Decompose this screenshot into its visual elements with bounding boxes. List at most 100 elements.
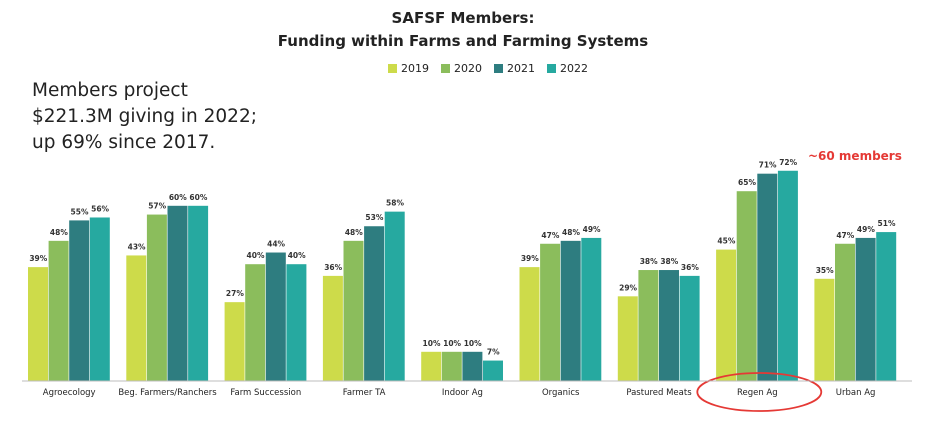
data-label: 55%: [71, 207, 89, 216]
bar-2020: [638, 270, 659, 381]
legend-item-2020: 2020: [441, 62, 482, 75]
category-label: Regen Ag: [737, 388, 778, 398]
legend-item-2021: 2021: [494, 62, 535, 75]
legend-label-2022: 2022: [560, 62, 588, 75]
legend-swatch-2022: [547, 64, 556, 73]
data-label: 7%: [487, 348, 500, 357]
bar-2019: [126, 255, 147, 381]
data-label: 60%: [189, 193, 207, 202]
data-label: 38%: [660, 257, 678, 266]
bar-2019: [716, 249, 737, 381]
legend-swatch-2020: [441, 64, 450, 73]
bar-2020: [48, 240, 69, 381]
legend-swatch-2019: [388, 64, 397, 73]
data-label: 47%: [836, 231, 854, 240]
summary-note-line: Members project: [32, 80, 188, 101]
data-label: 56%: [91, 204, 109, 213]
data-label: 10%: [423, 339, 441, 348]
data-label: 48%: [562, 228, 580, 237]
legend-swatch-2021: [494, 64, 503, 73]
data-label: 48%: [50, 228, 68, 237]
summary-note-line: $221.3M giving in 2022;: [32, 106, 257, 127]
bar-2022: [876, 232, 897, 381]
highlight-circle: [696, 372, 823, 412]
data-label: 44%: [267, 240, 285, 249]
bar-2021: [757, 173, 778, 381]
category-label: Indoor Ag: [442, 388, 483, 398]
data-label: 36%: [681, 263, 699, 272]
bar-2022: [384, 211, 405, 381]
regen-ag-annotation: ~60 members: [808, 149, 902, 163]
bar-2022: [89, 217, 110, 381]
bar-2022: [581, 237, 602, 381]
data-label: 40%: [288, 251, 306, 260]
data-label: 48%: [345, 228, 363, 237]
data-label: 72%: [779, 158, 797, 167]
category-label: Pastured Meats: [626, 388, 692, 398]
data-label: 53%: [365, 213, 383, 222]
bar-2021: [364, 226, 385, 381]
bar-2019: [28, 267, 48, 381]
legend-label-2021: 2021: [507, 62, 535, 75]
legend-label-2020: 2020: [454, 62, 482, 75]
chart-legend: 2019 2020 2021 2022: [388, 62, 588, 75]
bar-2019: [421, 351, 442, 381]
bar-2022: [286, 264, 307, 381]
bar-2021: [69, 220, 90, 381]
bar-2021: [265, 252, 286, 381]
data-label: 27%: [226, 289, 244, 298]
data-label: 45%: [717, 237, 735, 246]
data-label: 49%: [583, 225, 601, 234]
summary-note-line: up 69% since 2017.: [32, 132, 216, 153]
bar-2020: [540, 243, 561, 381]
bar-2021: [659, 270, 679, 381]
bar-2019: [617, 296, 638, 381]
data-label: 35%: [816, 266, 834, 275]
bar-2022: [777, 170, 798, 381]
data-label: 71%: [759, 161, 777, 170]
data-label: 29%: [619, 283, 637, 292]
data-label: 65%: [738, 178, 756, 187]
legend-label-2019: 2019: [401, 62, 429, 75]
category-label: Farmer TA: [343, 388, 386, 398]
data-label: 40%: [247, 251, 265, 260]
data-label: 43%: [128, 242, 146, 251]
category-label: Beg. Farmers/Ranchers: [118, 388, 217, 398]
bar-2021: [560, 240, 581, 381]
bar-2020: [146, 214, 167, 381]
data-label: 51%: [878, 219, 896, 228]
bar-2020: [835, 243, 855, 381]
bar-2019: [322, 275, 343, 381]
bar-2020: [441, 351, 462, 381]
bar-2022: [188, 205, 209, 381]
bar-2022: [483, 360, 503, 381]
legend-item-2019: 2019: [388, 62, 429, 75]
chart-title: SAFSF Members:: [391, 9, 535, 27]
legend-item-2022: 2022: [547, 62, 588, 75]
chart-subtitle: Funding within Farms and Farming Systems: [277, 32, 649, 50]
data-label: 36%: [324, 263, 342, 272]
category-label: Agroecology: [43, 388, 96, 398]
bar-2022: [679, 275, 700, 381]
bar-2019: [519, 267, 540, 381]
bar-2020: [343, 240, 364, 381]
data-label: 10%: [443, 339, 461, 348]
data-label: 10%: [464, 339, 482, 348]
category-label: Urban Ag: [836, 388, 876, 398]
data-label: 39%: [29, 254, 47, 263]
bar-2021: [462, 351, 483, 381]
bar-2021: [855, 237, 876, 381]
data-label: 60%: [169, 193, 187, 202]
bar-2020: [736, 191, 757, 381]
bar-2021: [167, 205, 188, 381]
summary-note: Members project $221.3M giving in 2022; …: [32, 78, 257, 156]
data-label: 47%: [541, 231, 559, 240]
category-label: Farm Succession: [230, 388, 301, 398]
data-label: 39%: [521, 254, 539, 263]
bar-2019: [224, 302, 245, 381]
data-label: 49%: [857, 225, 875, 234]
bar-2019: [814, 278, 835, 381]
data-label: 57%: [148, 202, 166, 211]
bar-2020: [245, 264, 266, 381]
